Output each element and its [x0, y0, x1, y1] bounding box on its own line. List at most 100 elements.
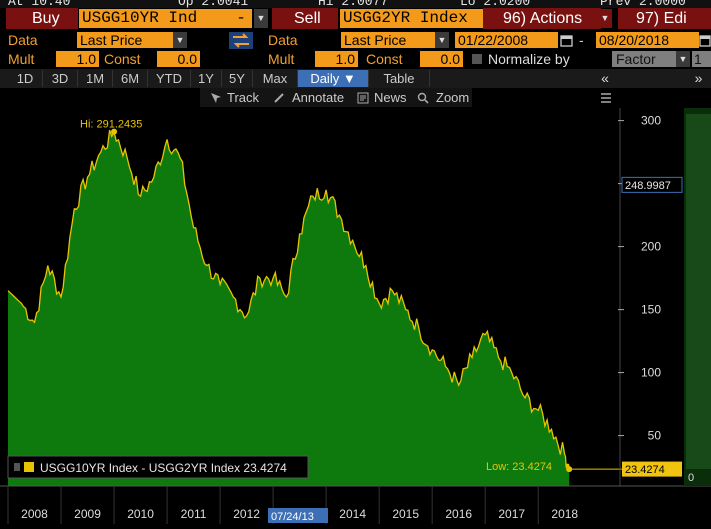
const-label-left: Const	[104, 51, 141, 67]
end-date-field[interactable]: 08/20/2018	[596, 32, 699, 48]
buy-button[interactable]: Buy	[6, 8, 78, 29]
y-tick-label: 50	[648, 429, 662, 443]
factor-dropdown-icon[interactable]: ▼	[676, 51, 690, 67]
mini-panel[interactable]: 0	[684, 108, 711, 486]
date-range-dash: -	[579, 32, 584, 48]
quote-low: Lo 2.0200	[460, 0, 531, 8]
tab-5y[interactable]: 5Y	[222, 70, 253, 87]
tab-3d[interactable]: 3D	[43, 70, 78, 87]
mult-field-right[interactable]: 1.0	[315, 51, 358, 67]
tab-max[interactable]: Max	[253, 70, 298, 87]
data-settings-row: Data Last Price ▼ Data Last Price ▼ 01/2…	[0, 31, 711, 49]
hi-label: Hi: 291.2435	[80, 119, 142, 131]
marker-tag: 248.9987	[621, 176, 683, 193]
y-tick-label: 300	[641, 114, 661, 128]
marker-value-label: 248.9987	[625, 180, 671, 192]
x-tick-label: 2017	[498, 507, 525, 521]
y-tick-label: 150	[641, 303, 661, 317]
chart-area: 50100150200250300 2008200920102011201220…	[0, 108, 711, 524]
x-tick-label: 2008	[21, 507, 48, 521]
annotate-icon[interactable]	[273, 92, 285, 104]
tab-ytd[interactable]: YTD	[148, 70, 191, 87]
low-label: Low: 23.4274	[486, 461, 552, 473]
news-icon[interactable]	[357, 92, 369, 104]
buy-ticker-input[interactable]: USGG10YR Ind	[79, 9, 230, 28]
legend-label: USGG10YR Index - USGG2YR Index 23.4274	[40, 461, 287, 475]
tab-1y[interactable]: 1Y	[191, 70, 222, 87]
mini-panel-label: 0	[688, 472, 694, 484]
data-label-left: Data	[8, 32, 38, 48]
mult-const-row: Mult 1.0 Const 0.0 Mult 1.0 Const 0.0 No…	[0, 50, 711, 68]
zoom-icon[interactable]	[417, 92, 429, 104]
start-date-field[interactable]: 01/22/2008	[455, 32, 558, 48]
tab-1d[interactable]: 1D	[8, 70, 43, 87]
const-field-left[interactable]: 0.0	[157, 51, 200, 67]
low-marker	[566, 466, 573, 473]
legend-swatch	[24, 462, 34, 472]
period-tabs: 1D 3D 1M 6M YTD 1Y 5Y Max Daily ▼ Table …	[0, 69, 711, 88]
swap-icon[interactable]	[229, 32, 253, 49]
sell-button[interactable]: Sell	[272, 8, 338, 29]
actions-menu-button[interactable]: 96) Actions	[483, 8, 601, 29]
factor-value-field[interactable]: 1	[692, 51, 711, 67]
x-tick-label: 2015	[392, 507, 419, 521]
minus-operator[interactable]: -	[230, 9, 252, 28]
collapse-left-icon[interactable]: «	[601, 70, 609, 86]
tab-1m[interactable]: 1M	[78, 70, 113, 87]
hi-marker	[111, 128, 118, 135]
chart-tools-group	[200, 88, 472, 107]
data-field-left[interactable]: Last Price	[77, 32, 176, 48]
normalize-checkbox[interactable]	[472, 54, 482, 64]
x-tick-label: 2014	[339, 507, 366, 521]
normalize-factor-select[interactable]: Factor	[612, 51, 678, 67]
track-tool[interactable]: Track	[227, 90, 260, 105]
cursor-date-label: 07/24/13	[271, 511, 314, 523]
legend-expand-icon	[14, 463, 20, 471]
x-tick-label: 2016	[445, 507, 472, 521]
chart-tools-bar: Track Annotate News Zoom	[0, 88, 711, 108]
quote-prev: Prev 2.0000	[600, 0, 686, 8]
data-left-dropdown-icon[interactable]: ▼	[173, 32, 187, 48]
data-right-dropdown-icon[interactable]: ▼	[435, 32, 449, 48]
series-line	[7, 129, 570, 470]
x-tick-label: 2009	[74, 507, 101, 521]
calendar-end-icon[interactable]	[699, 34, 711, 47]
legend-box: USGG10YR Index - USGG2YR Index 23.4274	[7, 455, 309, 479]
data-label-right: Data	[268, 32, 298, 48]
quote-last: At 10.40	[8, 0, 71, 8]
calendar-icon[interactable]	[560, 34, 573, 47]
x-tick-label: 2012	[233, 507, 260, 521]
mult-label-left: Mult	[8, 51, 35, 67]
tab-daily[interactable]: Daily ▼	[298, 70, 369, 87]
mult-field-left[interactable]: 1.0	[56, 51, 99, 67]
sell-ticker-input[interactable]: USGG2YR Index	[340, 9, 483, 28]
tab-table[interactable]: Table	[369, 70, 430, 87]
operator-dropdown-icon[interactable]: ▼	[254, 9, 268, 28]
y-tick-label: 100	[641, 366, 661, 380]
edit-menu-button[interactable]: 97) Edi	[618, 8, 711, 29]
track-icon[interactable]	[210, 92, 222, 104]
normalize-label: Normalize by	[488, 51, 570, 67]
tab-6m[interactable]: 6M	[113, 70, 148, 87]
const-label-right: Const	[366, 51, 403, 67]
ticker-toolbar: Buy USGG10YR Ind - ▼ Sell USGG2YR Index …	[0, 8, 711, 30]
news-tool[interactable]: News	[374, 90, 407, 105]
quote-open: Op 2.0041	[178, 0, 249, 8]
y-tick-label: 200	[641, 240, 661, 254]
last-value-tag: 23.4274	[622, 461, 682, 477]
mult-label-right: Mult	[268, 51, 295, 67]
data-field-right[interactable]: Last Price	[341, 32, 436, 48]
series-area	[8, 130, 570, 486]
cursor-date-tag: 07/24/13	[268, 508, 328, 523]
quote-high: Hi 2.0077	[318, 0, 389, 8]
collapse-right-icon[interactable]: »	[694, 70, 703, 86]
chart-settings-icon[interactable]	[600, 92, 612, 104]
spread-chart[interactable]: 50100150200250300 2008200920102011201220…	[0, 108, 711, 524]
last-value-label: 23.4274	[625, 464, 665, 476]
const-field-right[interactable]: 0.0	[420, 51, 463, 67]
annotate-tool[interactable]: Annotate	[292, 90, 345, 105]
top-quote-strip: At 10.40 Op 2.0041 Hi 2.0077 Lo 2.0200 P…	[0, 0, 711, 8]
x-tick-label: 2011	[181, 507, 207, 521]
zoom-tool[interactable]: Zoom	[436, 90, 470, 105]
actions-dropdown-icon[interactable]: ▼	[598, 9, 612, 28]
